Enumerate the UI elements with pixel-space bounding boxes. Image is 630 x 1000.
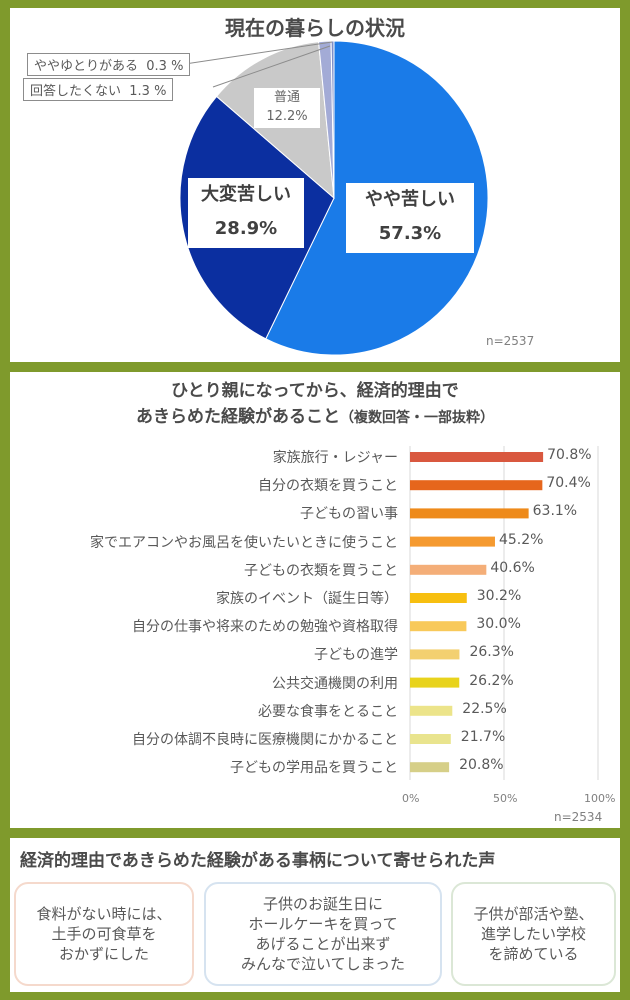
bar-category-label: 自分の衣類を買うこと: [258, 478, 398, 495]
bar: [410, 621, 467, 632]
callout-no-answer: 回答したくない 1.3 %: [23, 78, 174, 101]
bar: [410, 452, 544, 462]
label-futsu: 普通 12.2%: [254, 88, 320, 128]
bar: [410, 536, 495, 547]
bar-category-label: 家族旅行・レジャー: [272, 450, 398, 466]
bar-value-label: 26.2%: [469, 672, 514, 689]
callout-yutori: ややゆとりがある 0.3 %: [27, 53, 191, 76]
bar-value-label: 20.8%: [459, 757, 504, 774]
bar-value-label: 30.2%: [476, 588, 522, 604]
voice-card-3: 子供が部活や塾、 進学したい学校 を諦めている: [451, 882, 616, 986]
bar-category-label: 子どもの衣類を買うこと: [244, 562, 398, 579]
pie-title: 現在の暮らしの状況: [225, 16, 405, 40]
leader-line: [212, 45, 331, 88]
bar-category-label: 自分の体調不良時に医療機関にかかること: [132, 732, 398, 748]
bar-chart: [409, 446, 599, 780]
voice-card-2: 子供のお誕生日に ホールケーキを買って あげることが出来ず みんなで泣いてしまっ…: [204, 882, 442, 986]
leader-line: [164, 41, 333, 68]
label-yaya: やや苦しい 57.3%: [346, 183, 474, 253]
bar: [410, 677, 460, 688]
bar: [410, 734, 451, 744]
tick-50: 50%: [493, 792, 518, 805]
bar: [410, 705, 453, 716]
bar-category-label: 公共交通機関の利用: [272, 675, 398, 692]
voices-panel: 経済的理由であきらめた経験がある事柄について寄せられた声 食料がない時には、 土…: [10, 838, 620, 992]
bar: [410, 480, 543, 491]
bar: [410, 564, 487, 575]
bar-category-label: 子どもの学用品を買うこと: [230, 760, 398, 777]
bar-value-label: 22.5%: [462, 700, 507, 717]
bar: [410, 593, 467, 603]
bar: [410, 649, 460, 660]
bar-title: ひとり親になってから、経済的理由で あきらめた経験があること（複数回答・一部抜粋…: [136, 381, 494, 427]
bar-category-label: 家でエアコンやお風呂を使いたいときに使うこと: [90, 534, 398, 551]
pie-panel: 現在の暮らしの状況 ややゆとりがある 0.3 % 回答したくない 1.3 % 普…: [10, 8, 620, 362]
bar-category-label: 家族のイベント（誕生日等）: [216, 591, 398, 607]
pie-slice: [330, 40, 335, 199]
bar-category-label: 子どもの習い事: [300, 506, 398, 523]
bar-category-label: 子どもの進学: [314, 647, 398, 664]
bar-value-label: 70.4%: [546, 475, 591, 492]
tick-0: 0%: [402, 792, 420, 805]
bar-n: n=2534: [554, 810, 603, 824]
bar-value-label: 26.3%: [469, 644, 514, 661]
bar-value-label: 45.2%: [498, 531, 544, 548]
bar-value-label: 63.1%: [532, 503, 578, 520]
bar-panel: ひとり親になってから、経済的理由で あきらめた経験があること（複数回答・一部抜粋…: [10, 372, 620, 828]
bar-category-label: 必要な食事をとること: [258, 703, 398, 720]
bar: [410, 508, 529, 519]
tick-100: 100%: [584, 792, 616, 805]
bar: [410, 762, 450, 773]
bar-value-label: 21.7%: [460, 729, 506, 745]
voice-card-1: 食料がない時には、 土手の可食草を おかずにした: [14, 882, 194, 986]
voices-title: 経済的理由であきらめた経験がある事柄について寄せられた声: [20, 851, 496, 871]
pie-n: n=2537: [486, 334, 535, 348]
bar-value-label: 40.6%: [490, 559, 535, 576]
bar-category-label: 自分の仕事や将来のための勉強や資格取得: [132, 619, 398, 636]
bar-value-label: 70.8%: [547, 447, 592, 463]
bar-value-label: 30.0%: [476, 616, 521, 633]
label-taihen: 大変苦しい 28.9%: [188, 178, 304, 248]
